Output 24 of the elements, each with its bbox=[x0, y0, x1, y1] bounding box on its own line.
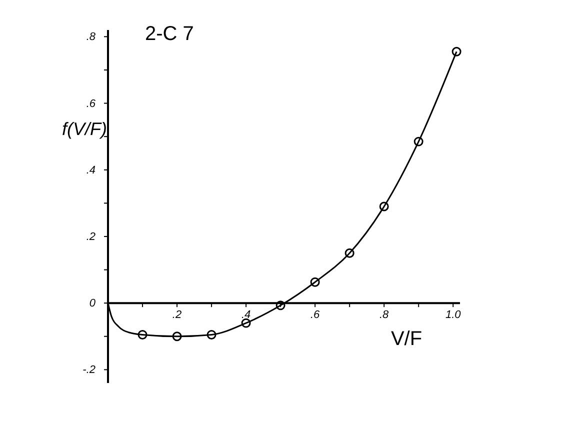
y-axis-title: f(V/F) bbox=[62, 119, 107, 139]
y-tick-label: -.2 bbox=[82, 364, 96, 376]
y-tick-label: 0 bbox=[89, 298, 96, 310]
point bbox=[452, 46, 462, 56]
point bbox=[206, 330, 216, 340]
y-tick-label: .2 bbox=[86, 230, 96, 243]
point bbox=[172, 332, 182, 342]
point bbox=[379, 202, 389, 212]
point bbox=[310, 277, 320, 287]
chart-title: 2-C 7 bbox=[145, 23, 194, 45]
point bbox=[241, 318, 251, 328]
point bbox=[414, 136, 424, 146]
x-axis-title: V/F bbox=[390, 328, 422, 350]
x-tick-label: 1.0 bbox=[445, 308, 462, 321]
y-tick-label: .6 bbox=[86, 98, 96, 110]
y-tick-label: .4 bbox=[86, 164, 96, 176]
x-tick-label: .2 bbox=[172, 308, 182, 321]
x-tick-label: .4 bbox=[241, 308, 251, 321]
x-tick-label: .8 bbox=[379, 308, 390, 321]
y-tick-label: .8 bbox=[86, 31, 96, 44]
point bbox=[138, 330, 148, 340]
x-tick-label: .6 bbox=[310, 308, 321, 321]
point bbox=[276, 300, 286, 310]
point bbox=[344, 248, 354, 258]
